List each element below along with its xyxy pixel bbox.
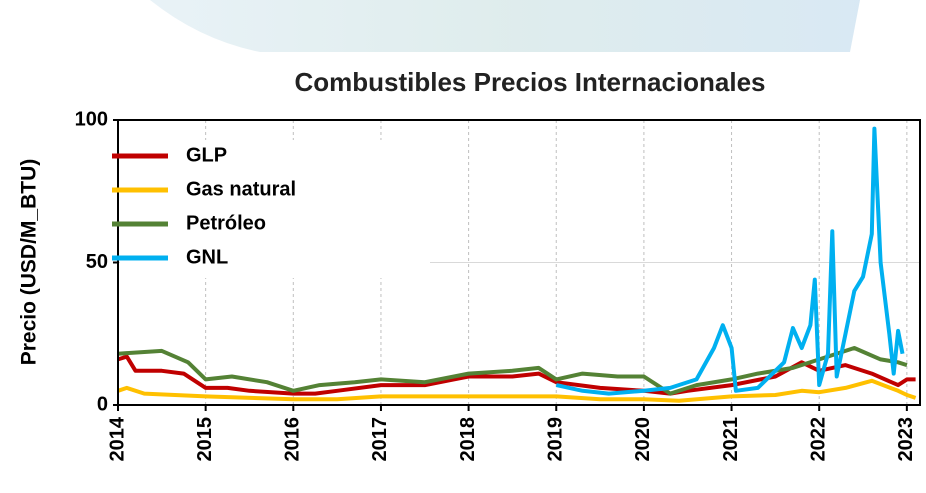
x-tick-label: 2017 (369, 417, 391, 462)
series-line (556, 129, 902, 394)
legend-label: Petróleo (186, 212, 266, 234)
y-tick-label: 0 (97, 393, 108, 415)
legend-label: GLP (186, 144, 227, 166)
chart-title: Combustibles Precios Internacionales (294, 67, 765, 97)
x-tick-label: 2015 (194, 417, 216, 462)
series-line (118, 357, 916, 394)
banner-image (150, 0, 860, 52)
y-tick-label: 50 (86, 251, 108, 273)
x-tick-label: 2022 (807, 417, 829, 462)
y-axis-label: Precio (USD/M_BTU) (18, 159, 41, 366)
x-tick-label: 2020 (632, 417, 654, 462)
y-tick-label: 100 (75, 108, 108, 130)
x-tick-label: 2019 (545, 417, 567, 462)
x-tick-label: 2016 (282, 417, 304, 462)
x-tick-label: 2018 (457, 417, 479, 462)
legend-label: GNL (186, 246, 228, 268)
chart: Combustibles Precios Internacionales Pre… (0, 0, 926, 488)
legend-label: Gas natural (186, 178, 296, 200)
x-tick-label: 2014 (106, 416, 128, 461)
x-tick-label: 2021 (720, 417, 742, 462)
x-tick-label: 2023 (895, 417, 917, 462)
